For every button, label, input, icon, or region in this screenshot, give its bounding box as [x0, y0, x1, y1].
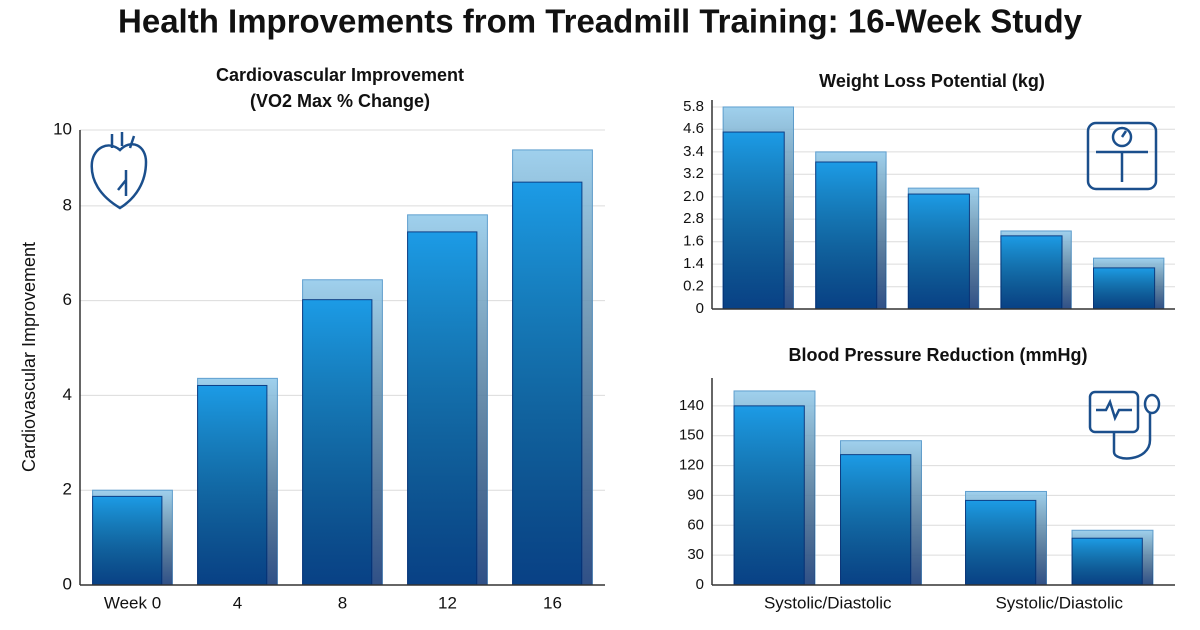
x-tick-label: Systolic/Diastolic	[764, 593, 892, 612]
chart-subtitle: (VO2 Max % Change)	[250, 91, 430, 111]
y-tick-label: 0	[696, 300, 704, 317]
x-tick-label: 16	[543, 593, 562, 612]
bar-shade	[302, 299, 372, 585]
y-tick-label: 140	[679, 397, 704, 414]
bar-shade	[92, 496, 162, 585]
x-tick-label: 8	[338, 593, 347, 612]
y-tick-label: 8	[63, 195, 72, 214]
y-tick-label: 60	[687, 516, 704, 533]
bar-shade	[197, 385, 267, 585]
y-tick-label: 0	[63, 574, 72, 593]
y-tick-label: 1.4	[683, 255, 704, 272]
bar-shade	[908, 194, 970, 309]
y-tick-label: 5.8	[683, 98, 704, 115]
bar-shade	[407, 231, 477, 585]
bar-shade	[965, 500, 1036, 585]
y-tick-label: 10	[53, 119, 72, 138]
y-tick-label: 90	[687, 486, 704, 503]
x-tick-label: 4	[233, 593, 242, 612]
chart-title: Weight Loss Potential (kg)	[819, 71, 1045, 91]
x-tick-label: 12	[438, 593, 457, 612]
y-tick-label: 30	[687, 546, 704, 563]
x-tick-label: Week 0	[104, 593, 161, 612]
y-tick-label: 150	[679, 427, 704, 444]
bar-shade	[1093, 267, 1155, 309]
page-title: Health Improvements from Treadmill Train…	[118, 3, 1083, 40]
y-tick-label: 2.0	[683, 188, 704, 205]
y-axis-label: Cardiovascular Improvement	[19, 242, 39, 472]
y-tick-label: 6	[63, 290, 72, 309]
y-tick-label: 1.6	[683, 233, 704, 250]
bar-shade	[1000, 235, 1063, 309]
chart-title: Cardiovascular Improvement	[216, 65, 464, 85]
bar-shade	[512, 182, 582, 585]
y-tick-label: 4	[63, 385, 72, 404]
y-tick-label: 4.6	[683, 120, 704, 137]
y-tick-label: 2.8	[683, 210, 704, 227]
y-tick-label: 3.2	[683, 165, 704, 182]
heart-icon	[90, 132, 148, 210]
y-tick-label: 120	[679, 457, 704, 474]
y-tick-label: 0	[696, 576, 704, 593]
chart-title: Blood Pressure Reduction (mmHg)	[788, 345, 1087, 365]
scale-icon	[1086, 121, 1158, 191]
x-tick-label: Systolic/Diastolic	[995, 593, 1123, 612]
bar-shade	[815, 162, 877, 309]
y-tick-label: 0.2	[683, 278, 704, 295]
y-tick-label: 2	[63, 480, 72, 499]
bar-shade	[840, 454, 911, 585]
bar-shade	[734, 405, 805, 585]
y-tick-label: 3.4	[683, 143, 704, 160]
bar-shade	[723, 132, 785, 309]
bar-shade	[1072, 538, 1143, 585]
bp-monitor-icon	[1088, 390, 1161, 460]
